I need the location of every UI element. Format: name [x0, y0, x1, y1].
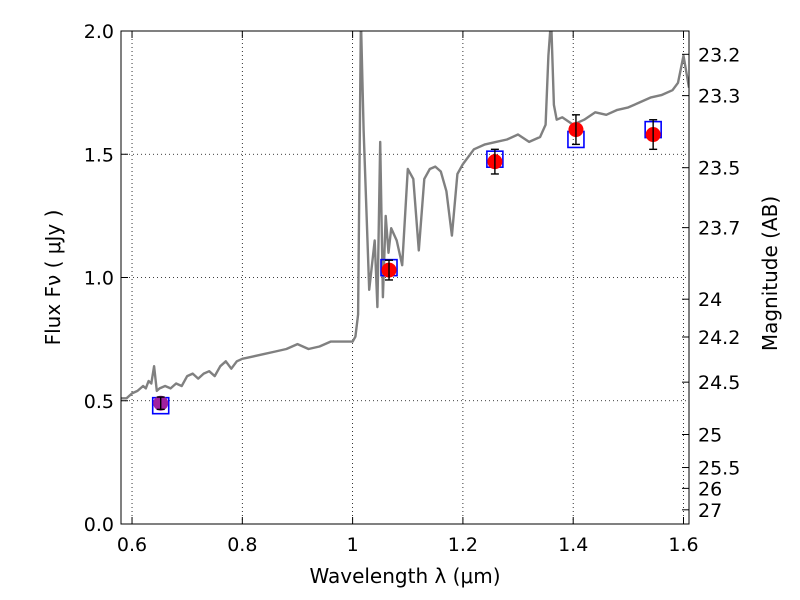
x-tick-label: 0.8: [227, 534, 257, 556]
y2-tick-label: 24.5: [698, 372, 740, 394]
y-tick-label: 1.0: [84, 268, 114, 290]
y2-axis-label: Magnitude (AB): [758, 196, 782, 351]
y2-tick-label: 25: [698, 425, 722, 447]
x-tick-label: 1: [347, 534, 359, 556]
marker-layer: [151, 114, 662, 415]
y2-tick-label: 25.5: [698, 458, 740, 480]
labels: 0.6 0.8 1 1.2 1.4 1.6 0.0 0.5 1.0 1.5 2.0 23.2 23.3 2…: [41, 21, 782, 588]
x-tick-label: 1.2: [448, 534, 478, 556]
y-tick-label: 0.5: [84, 391, 114, 413]
y2-tick-label: 24: [698, 289, 722, 311]
spectrum-line: [121, 31, 689, 400]
spectrum-layer: [121, 31, 689, 400]
y2-tick-label: 23.2: [698, 44, 740, 66]
y2-tick-label: 23.3: [698, 86, 740, 108]
x-axis-label: Wavelength λ (μm): [309, 564, 500, 588]
ticks: [121, 30, 689, 525]
x-tick-label: 1.4: [558, 534, 588, 556]
y-tick-label: 0.0: [84, 514, 114, 536]
y2-tick-label: 23.5: [698, 158, 740, 180]
y-tick-label: 1.5: [84, 144, 114, 166]
y-tick-label: 2.0: [84, 21, 114, 43]
x-tick-label: 0.6: [117, 534, 147, 556]
y2-tick-label: 26: [698, 478, 722, 500]
y2-tick-label: 24.2: [698, 327, 740, 349]
y-axis-label: Flux Fν ( μJy ): [41, 210, 65, 346]
x-tick-label: 1.6: [668, 534, 698, 556]
y2-tick-label: 27: [698, 500, 722, 522]
y2-tick-label: 23.7: [698, 218, 740, 240]
